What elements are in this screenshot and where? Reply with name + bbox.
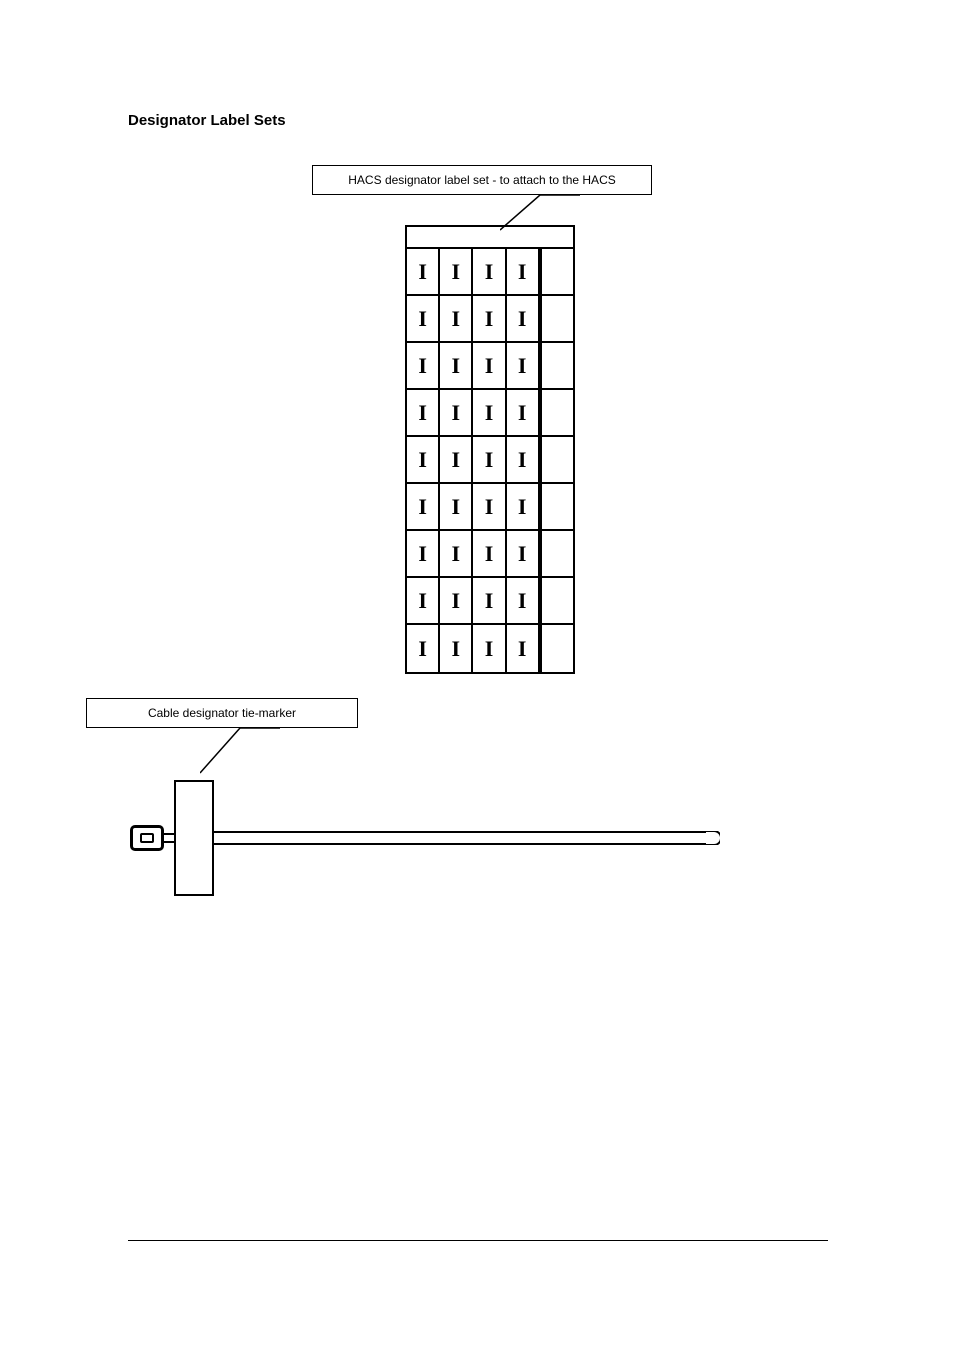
label-edge-cell [540,625,573,672]
label-row: IIII [407,437,573,484]
label-cell: I [407,343,440,388]
page-title: Designator Label Sets [128,112,286,129]
label-edge-cell [540,578,573,623]
label-cell: I [473,625,506,672]
label-cell: I [440,390,473,435]
tie-connector-icon [164,833,174,843]
label-cell: I [440,578,473,623]
label-row: IIII [407,343,573,390]
footer-rule [128,1240,828,1241]
label-cell: I [440,484,473,529]
label-cell: I [507,343,540,388]
label-cell: I [473,390,506,435]
callout-pointer-icon [500,195,620,235]
label-row: IIII [407,249,573,296]
label-row: IIII [407,625,573,672]
hacs-label-set-diagram: IIIIIIIIIIIIIIIIIIIIIIIIIIIIIIIIIIII [405,225,575,674]
label-cell: I [407,249,440,294]
label-cell: I [407,390,440,435]
label-cell: I [440,625,473,672]
label-cell: I [407,484,440,529]
label-cell: I [440,437,473,482]
callout-pointer-icon [200,728,320,778]
tie-strap-icon [214,831,706,845]
label-row: IIII [407,484,573,531]
label-cell: I [473,437,506,482]
label-edge-cell [540,343,573,388]
label-cell: I [507,390,540,435]
label-row: IIII [407,531,573,578]
tie-strap-end-icon [704,831,720,845]
label-cell: I [507,578,540,623]
label-cell: I [407,578,440,623]
label-cell: I [507,625,540,672]
label-cell: I [440,343,473,388]
label-cell: I [440,296,473,341]
label-row: IIII [407,578,573,625]
callout-hacs-label-set: HACS designator label set - to attach to… [312,165,652,195]
label-cell: I [473,484,506,529]
tie-label-plate-icon [174,780,214,896]
label-cell: I [473,343,506,388]
label-cell: I [507,249,540,294]
label-cell: I [407,625,440,672]
label-cell: I [440,249,473,294]
label-edge-cell [540,531,573,576]
label-edge-cell [540,249,573,294]
label-cell: I [440,531,473,576]
label-edge-cell [540,390,573,435]
label-edge-cell [540,484,573,529]
label-cell: I [507,484,540,529]
label-cell: I [507,296,540,341]
label-row: IIII [407,296,573,343]
tie-head-icon [130,825,164,851]
label-cell: I [507,437,540,482]
callout-cable-tie-marker: Cable designator tie-marker [86,698,358,728]
label-cell: I [407,437,440,482]
label-cell: I [473,531,506,576]
label-cell: I [407,296,440,341]
label-edge-cell [540,437,573,482]
label-cell: I [473,578,506,623]
label-cell: I [473,249,506,294]
label-row: IIII [407,390,573,437]
label-cell: I [507,531,540,576]
tie-head-inner-icon [140,833,154,843]
label-cell: I [473,296,506,341]
label-cell: I [407,531,440,576]
label-edge-cell [540,296,573,341]
